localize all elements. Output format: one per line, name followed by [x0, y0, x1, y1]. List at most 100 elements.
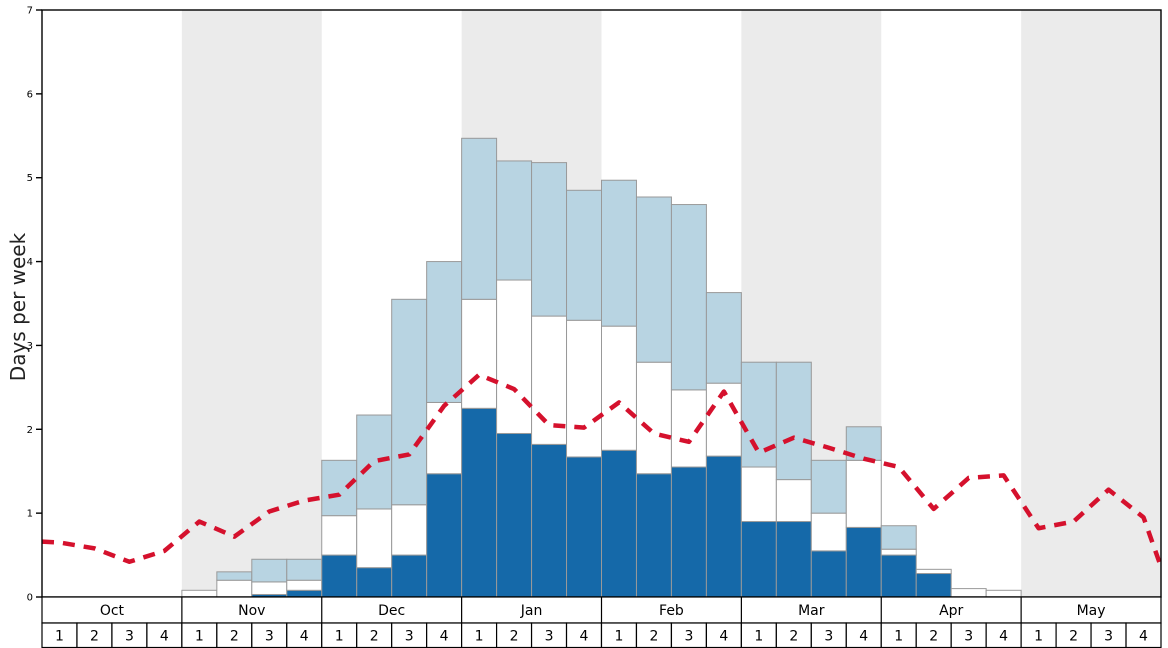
bar-segment-white-days: [566, 319, 602, 458]
bar-segment-light-blue-days: [740, 361, 777, 468]
bar-segment-dark-blue-days: [810, 550, 847, 598]
y-tick-label: 2: [27, 425, 33, 436]
week-cell: [356, 622, 393, 648]
week-cell: [705, 622, 742, 648]
y-tick-label: 0: [27, 593, 33, 604]
month-label: Nov: [238, 603, 265, 619]
week-label: 3: [824, 628, 833, 644]
bar-segment-light-blue-days: [531, 162, 568, 317]
bar-segment-light-blue-days: [705, 292, 742, 384]
week-label: 2: [230, 628, 239, 644]
bar-segment-white-days: [286, 579, 323, 591]
bar-segment-light-blue-days: [845, 426, 882, 461]
bar-segment-dark-blue-days: [566, 456, 602, 598]
week-cell: [1125, 622, 1162, 648]
bar-segment-light-blue-days: [216, 571, 253, 581]
bar-segment-light-blue-days: [810, 459, 847, 514]
week-cell: [111, 622, 148, 648]
bar-segment-light-blue-days: [566, 189, 602, 321]
bar-segment-dark-blue-days: [670, 466, 707, 598]
week-label: 4: [440, 628, 449, 644]
week-label: 4: [999, 628, 1008, 644]
week-label: 1: [1034, 628, 1043, 644]
bar-segment-light-blue-days: [286, 558, 323, 581]
bar-segment-light-blue-days: [356, 414, 393, 510]
bar-segment-white-days: [775, 479, 812, 523]
y-tick-label: 1: [27, 509, 33, 520]
month-label: May: [1077, 603, 1106, 619]
week-label: 4: [160, 628, 169, 644]
bar-segment-light-blue-days: [635, 196, 672, 363]
week-label: 3: [545, 628, 554, 644]
week-label: 1: [894, 628, 903, 644]
week-label: 1: [754, 628, 763, 644]
week-label: 1: [335, 628, 344, 644]
bar-segment-dark-blue-days: [845, 526, 882, 598]
week-label: 3: [1104, 628, 1113, 644]
week-cell: [915, 622, 952, 648]
week-label: 2: [370, 628, 379, 644]
bar-segment-white-days: [356, 508, 393, 569]
bar-segment-dark-blue-days: [775, 521, 812, 598]
bar-segment-light-blue-days: [880, 525, 917, 550]
bar-segment-dark-blue-days: [496, 432, 533, 598]
bar-segment-light-blue-days: [601, 179, 637, 327]
week-cell: [1090, 622, 1127, 648]
bar-segment-light-blue-days: [461, 137, 498, 300]
bar-segment-light-blue-days: [775, 361, 812, 481]
month-band: [1021, 10, 1161, 597]
y-tick-label: 6: [27, 89, 33, 100]
month-label: Jan: [520, 603, 543, 619]
month-band: [181, 10, 322, 597]
bar-segment-white-days: [985, 589, 1022, 598]
y-tick-label: 4: [27, 257, 33, 268]
week-cell: [985, 622, 1022, 648]
bar-segment-dark-blue-days: [635, 473, 672, 598]
week-cell: [670, 622, 708, 648]
week-label: 1: [475, 628, 484, 644]
week-cell: [321, 622, 358, 648]
bar-segment-dark-blue-days: [740, 521, 777, 598]
bar-segment-dark-blue-days: [426, 473, 463, 598]
bar-segment-white-days: [251, 581, 288, 595]
month-label: Dec: [378, 603, 405, 619]
month-label: Oct: [100, 603, 125, 619]
week-label: 3: [964, 628, 973, 644]
bar-segment-light-blue-days: [496, 160, 533, 281]
bar-segment-dark-blue-days: [880, 554, 917, 598]
week-label: 3: [684, 628, 693, 644]
y-tick-label: 3: [27, 341, 33, 352]
bar-segment-white-days: [880, 548, 917, 556]
bar-segment-dark-blue-days: [705, 455, 742, 598]
bar-segment-white-days: [915, 568, 952, 575]
y-tick-label: 7: [27, 6, 33, 17]
week-label: 3: [265, 628, 274, 644]
week-cell: [461, 622, 498, 648]
bar-segment-white-days: [321, 515, 358, 556]
bar-segment-white-days: [601, 325, 637, 451]
week-label: 2: [510, 628, 519, 644]
y-tick-label: 5: [27, 173, 33, 184]
bar-segment-white-days: [391, 504, 428, 556]
week-label: 4: [719, 628, 728, 644]
week-label: 4: [580, 628, 589, 644]
week-label: 3: [405, 628, 414, 644]
bar-segment-white-days: [810, 512, 847, 552]
week-label: 1: [195, 628, 204, 644]
bar-segment-white-days: [181, 589, 218, 598]
bar-segment-white-days: [950, 588, 987, 598]
bar-segment-dark-blue-days: [391, 554, 428, 598]
bar-segment-dark-blue-days: [915, 573, 952, 598]
bar-segment-dark-blue-days: [601, 449, 637, 598]
bar-segment-white-days: [635, 361, 672, 475]
bar-segment-white-days: [426, 401, 463, 475]
bar-segment-light-blue-days: [251, 558, 288, 583]
bar-segment-dark-blue-days: [356, 567, 393, 598]
month-label: Feb: [659, 603, 684, 619]
bar-segment-white-days: [670, 389, 707, 468]
week-label: 2: [929, 628, 938, 644]
average-line: [41, 372, 1164, 568]
week-label: 4: [859, 628, 868, 644]
